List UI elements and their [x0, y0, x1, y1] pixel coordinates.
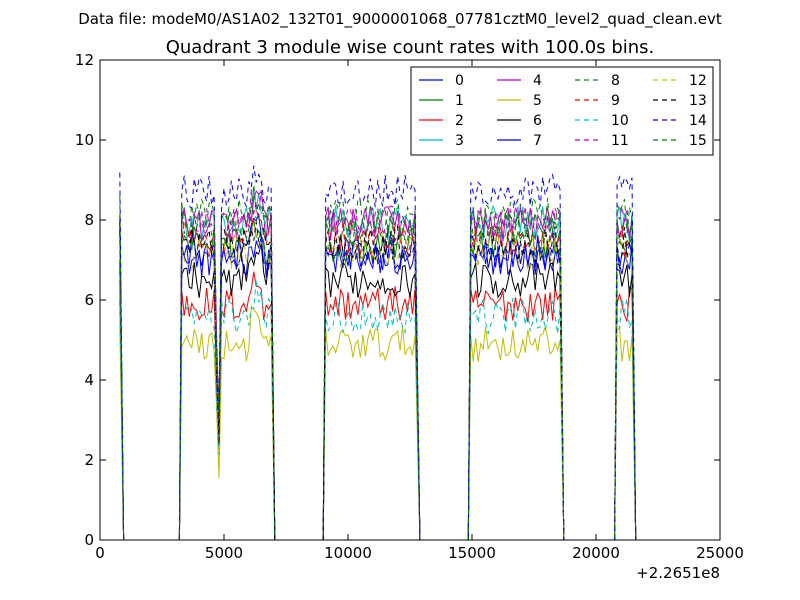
legend-label-10: 10	[611, 113, 629, 129]
legend-label-12: 12	[689, 73, 707, 89]
x-offset-label: +2.2651e8	[636, 564, 720, 582]
y-tick-label: 10	[75, 131, 94, 149]
x-tick-label: 25000	[696, 544, 744, 562]
legend-label-11: 11	[611, 133, 629, 149]
chart-title: Quadrant 3 module wise count rates with …	[166, 37, 655, 58]
legend-label-7: 7	[533, 133, 542, 149]
series-line-15	[119, 184, 637, 541]
legend-label-5: 5	[533, 93, 542, 109]
x-tick-label: 15000	[448, 544, 496, 562]
series-line-2	[119, 271, 637, 541]
legend-label-9: 9	[611, 93, 620, 109]
y-tick-label: 2	[84, 451, 94, 469]
x-tick-label: 0	[95, 544, 105, 562]
series-line-11	[119, 189, 637, 541]
legend-label-1: 1	[455, 93, 464, 109]
y-tick-label: 4	[84, 371, 94, 389]
legend-label-13: 13	[689, 93, 707, 109]
x-axis: 0 5000 10000 15000 20000 25000	[95, 60, 744, 562]
series-line-9	[119, 207, 637, 541]
legend-label-8: 8	[611, 73, 620, 89]
series-line-3	[119, 188, 637, 541]
legend-label-6: 6	[533, 113, 542, 129]
y-tick-label: 6	[84, 291, 94, 309]
series-line-1	[119, 219, 637, 541]
plot-lines	[119, 165, 637, 541]
y-tick-label: 12	[75, 51, 94, 69]
series-line-4	[119, 190, 637, 541]
legend-label-3: 3	[455, 133, 464, 149]
legend-label-4: 4	[533, 73, 542, 89]
legend-label-0: 0	[455, 73, 464, 89]
x-tick-label: 20000	[572, 544, 620, 562]
legend-label-14: 14	[689, 113, 707, 129]
series-line-5	[119, 305, 637, 541]
y-tick-label: 0	[84, 531, 94, 549]
legend-label-2: 2	[455, 113, 464, 129]
x-tick-label: 5000	[205, 544, 243, 562]
series-line-12	[119, 222, 637, 541]
series-line-14	[119, 165, 637, 541]
legend-label-15: 15	[689, 133, 707, 149]
data-file-suptitle: Data file: modeM0/AS1A02_132T01_90000010…	[78, 10, 722, 29]
series-line-10	[119, 279, 637, 541]
y-tick-label: 8	[84, 211, 94, 229]
series-line-13	[119, 221, 637, 541]
series-line-6	[119, 243, 637, 541]
x-tick-label: 10000	[324, 544, 372, 562]
series-line-8	[119, 202, 637, 541]
series-line-7	[119, 212, 637, 541]
